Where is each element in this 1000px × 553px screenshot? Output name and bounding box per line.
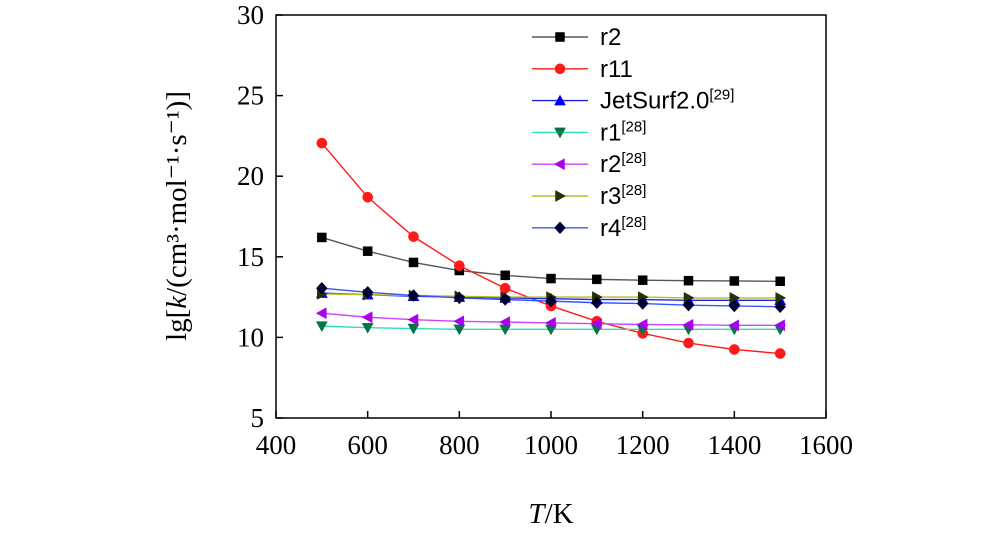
legend-label-name: r1 — [600, 119, 621, 146]
x-axis-title-unit: /K — [545, 498, 574, 530]
legend-label: r4[28] — [600, 214, 646, 242]
data-point — [315, 281, 328, 295]
legend-label: r1[28] — [600, 118, 646, 146]
data-point — [407, 289, 420, 302]
legend-label-name: r4 — [600, 215, 621, 242]
y-tick-label: 25 — [237, 81, 264, 111]
legend-marker — [553, 158, 565, 171]
y-tick-label: 15 — [237, 242, 264, 272]
y-axis: 5 10 15 20 25 30 — [237, 0, 283, 433]
data-point — [590, 317, 602, 330]
data-point — [315, 307, 327, 320]
legend-marker — [554, 94, 566, 106]
data-point — [453, 291, 466, 305]
x-tick-label: 800 — [439, 430, 480, 460]
data-point — [729, 276, 740, 286]
legend-marker — [555, 190, 567, 202]
y-axis-title: lg[k/(cm³·mol⁻¹·s⁻¹)] — [161, 91, 193, 341]
legend-marker — [554, 63, 566, 75]
x-axis-title: T/K — [528, 498, 573, 530]
data-point — [315, 321, 328, 333]
legend-label-ref: [28] — [621, 118, 646, 135]
legend-marker — [554, 221, 566, 235]
data-point — [592, 274, 602, 285]
data-point — [453, 260, 465, 272]
data-point — [774, 348, 786, 359]
data-point — [775, 291, 787, 304]
legend-label-name: r3 — [600, 183, 621, 210]
y-axis-title-unit: /(cm³·mol⁻¹·s⁻¹)] — [161, 91, 193, 296]
series-markers — [315, 137, 787, 359]
data-point — [683, 275, 694, 286]
legend: r2r11JetSurf2.0[29]r1[28]r2[28]r3[28]r4[… — [532, 24, 734, 242]
data-point — [590, 296, 603, 310]
data-point — [636, 318, 648, 331]
legend-label-name: JetSurf2.0 — [600, 88, 709, 115]
y-axis-title-pre: lg[ — [161, 309, 193, 341]
data-point — [728, 319, 740, 332]
data-point — [499, 316, 510, 329]
x-axis-title-var: T — [528, 498, 546, 530]
legend-label: JetSurf2.0[29] — [600, 87, 734, 115]
data-point — [774, 300, 787, 314]
data-point — [500, 270, 510, 281]
legend-label-ref: [28] — [621, 214, 646, 231]
legend-marker — [555, 32, 565, 42]
data-point — [453, 324, 466, 336]
data-point — [545, 294, 557, 308]
y-tick-label: 10 — [237, 322, 264, 352]
legend-label-name: r2 — [600, 151, 621, 178]
data-point — [682, 318, 694, 331]
data-point — [728, 344, 740, 355]
y-tick-label: 5 — [251, 403, 265, 433]
legend-label-name: r2 — [600, 24, 621, 51]
data-point — [408, 231, 419, 242]
data-point — [774, 319, 785, 332]
data-point — [361, 311, 373, 324]
x-tick-label: 600 — [347, 430, 388, 460]
legend-label: r11 — [600, 56, 633, 83]
data-point — [361, 322, 374, 334]
data-point — [499, 293, 512, 306]
x-tick-label: 1400 — [707, 430, 761, 460]
x-tick-label: 1000 — [524, 430, 578, 460]
data-point — [453, 315, 465, 328]
data-point — [544, 316, 556, 329]
x-tick-label: 400 — [256, 430, 297, 460]
y-tick-label: 20 — [237, 161, 264, 191]
legend-label: r2 — [600, 24, 621, 51]
legend-label: r3[28] — [600, 182, 646, 210]
x-tick-label: 1600 — [799, 430, 853, 460]
data-point — [408, 257, 419, 268]
data-point — [362, 246, 373, 256]
legend-label: r2[28] — [600, 150, 646, 178]
data-point — [637, 275, 648, 285]
data-point — [407, 323, 420, 335]
legend-marker — [554, 127, 566, 139]
data-point — [499, 282, 511, 294]
legend-label-name: r11 — [600, 56, 633, 83]
data-point — [775, 276, 785, 287]
data-point — [407, 313, 419, 326]
plot-frame — [275, 14, 827, 419]
data-point — [682, 298, 695, 312]
legend-label-ref: [28] — [621, 150, 646, 167]
data-point — [361, 285, 374, 299]
data-point — [317, 232, 327, 243]
data-point — [546, 273, 556, 284]
y-axis-title-var: k — [161, 295, 193, 309]
data-point — [683, 337, 694, 349]
x-tick-label: 1200 — [616, 430, 670, 460]
data-point — [728, 299, 741, 313]
data-point — [316, 137, 328, 149]
data-point — [636, 297, 649, 310]
legend-label-ref: [28] — [621, 182, 646, 199]
x-axis: 400 600 800 1000 1200 1400 1600 — [256, 411, 853, 460]
legend-label-ref: [29] — [709, 87, 734, 104]
y-tick-label: 30 — [237, 0, 264, 30]
data-point — [362, 191, 374, 203]
